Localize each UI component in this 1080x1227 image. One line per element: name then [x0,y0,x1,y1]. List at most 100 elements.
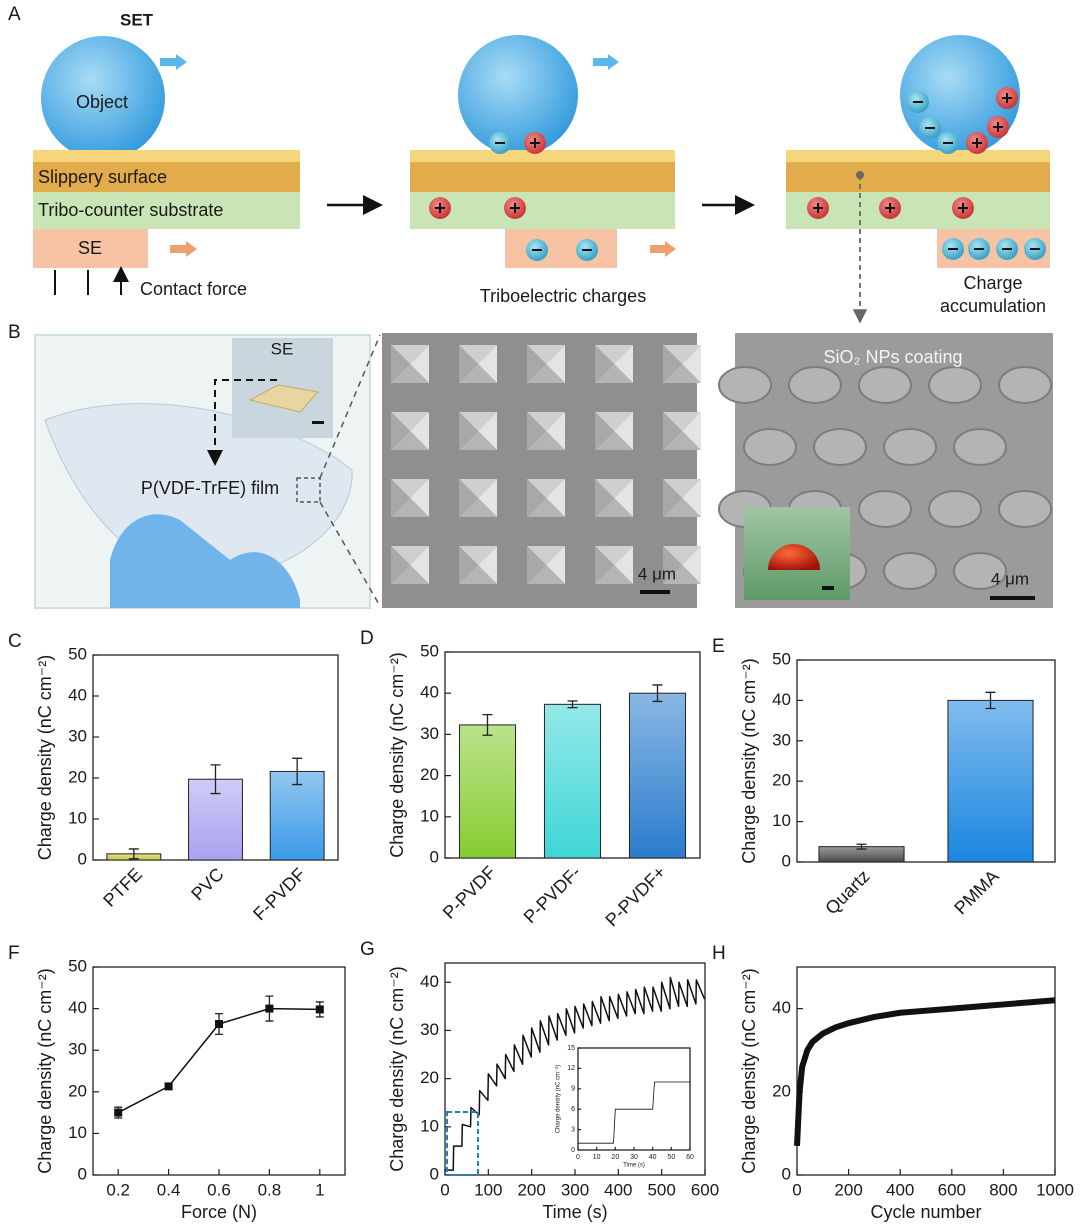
pyramid-face [391,412,429,431]
data-line [578,1081,690,1144]
bar [269,770,325,861]
pyramid-face [527,546,565,565]
pyramid-face [663,345,701,364]
scale-label: 4 μm [638,564,676,583]
x-axis-label: Time (s) [623,1163,645,1169]
x-tick-label: 500 [647,1180,675,1199]
charge-sign [885,203,895,213]
error-bar [292,757,303,786]
pyramid-face [410,546,429,584]
x-tick-label: 300 [561,1180,589,1199]
bump [858,366,912,404]
pyramid-face [478,546,497,584]
y-tick-label: 40 [420,683,439,702]
charge-sign [530,138,540,148]
error-bar [482,713,493,736]
x-tick-label: 0 [792,1180,801,1199]
panel-label: H [712,943,726,964]
substrate-layer [410,192,675,229]
bump [813,428,867,466]
plot-frame [796,966,1056,1176]
x-tick-label: P-PVDF- [520,862,585,927]
panel-label: B [8,322,21,343]
pyramid-face [546,412,565,450]
y-tick-label: 10 [68,1123,87,1142]
x-tick-label: PMMA [950,866,1002,918]
marker [215,1019,223,1028]
pyramid-face [459,364,497,383]
bump [928,490,982,528]
x-tick-label: 400 [886,1180,914,1199]
y-tick-label: 20 [420,765,439,784]
pyramid-face [595,546,633,565]
charge-sign [993,122,1003,132]
pyramid-face [459,546,497,565]
object-label: Object [76,92,128,112]
panel-label: D [360,628,374,649]
x-tick-label: 30 [630,1154,638,1161]
substrate-layer [786,192,1050,229]
x-tick-label: 1000 [1036,1180,1074,1199]
pyramid-face [595,345,614,383]
pyramid-face [595,479,614,517]
pyramid-face [614,479,633,517]
y-axis-label: Charge density (nC cm⁻²) [387,966,407,1172]
chart: 0 10 20 30 40 50 D Charge density (nC cm⁻²) P-PV… [360,628,701,930]
slippery-layer [33,162,300,192]
x-tick-label: 50 [667,1154,675,1161]
y-tick-label: 0 [78,1164,87,1183]
pyramid-face [527,498,565,517]
pointer-arrow [207,379,277,466]
y-tick-label: 0 [782,1164,791,1183]
marker [315,1005,324,1014]
caption: accumulation [940,296,1046,316]
y-tick-label: 50 [68,956,87,975]
error-bar [985,691,996,710]
pyramid-face [595,479,633,498]
pyramid-face [459,345,497,364]
pyramid-face [527,565,565,584]
pyramid-face [391,412,410,450]
x-tick-label: F-PVDF [249,864,309,924]
layer-label: SE [78,238,102,258]
pyramid-face [663,546,701,565]
pyramid-face [663,431,701,450]
y-tick-label: 40 [68,685,87,704]
y-tick-label: 3 [571,1126,575,1133]
panel-a: A SET Object Slippery surface Tribo-coun… [8,4,1050,324]
scale-bar [990,596,1035,600]
pyramid-face [391,498,429,517]
y-tick-label: 40 [68,998,87,1017]
x-tick-label: 200 [517,1180,545,1199]
object-sphere [458,35,578,155]
scale-label: 4 μm [991,569,1029,588]
pyramid-face [595,565,633,584]
bump [743,428,797,466]
pyramid-face [459,479,478,517]
pyramid-face [459,565,497,584]
pyramid-face [459,498,497,517]
error-bar [567,700,578,709]
x-axis-label: Cycle number [870,1202,981,1222]
x-tick-label: 600 [938,1180,966,1199]
pyramid-face [410,412,429,450]
pyramid-face [663,498,701,517]
y-tick-label: 0 [782,851,791,870]
y-tick-label: 40 [420,972,439,991]
chart: 0 10 20 30 40 50 0.2 0.4 0.6 0.8 1 F Charge density … [8,943,346,1222]
zoom-lines [319,334,381,607]
pyramid-face [663,412,701,431]
inset-label: SE [271,339,294,358]
pyramid-face [682,546,701,584]
y-axis-label: Charge density (nC cm⁻²) [556,1065,562,1134]
y-tick-label: 50 [68,644,87,663]
layer-top [786,150,1050,162]
pyramid-face [663,479,682,517]
x-tick-label: 0.8 [258,1180,282,1199]
pyramid-face [527,479,546,517]
layer-label: Tribo-counter substrate [38,200,223,220]
charge-sign [510,203,520,213]
x-tick-label: PVC [187,864,227,904]
pyramid-face [527,479,565,498]
x-tick-label: 40 [649,1154,657,1161]
